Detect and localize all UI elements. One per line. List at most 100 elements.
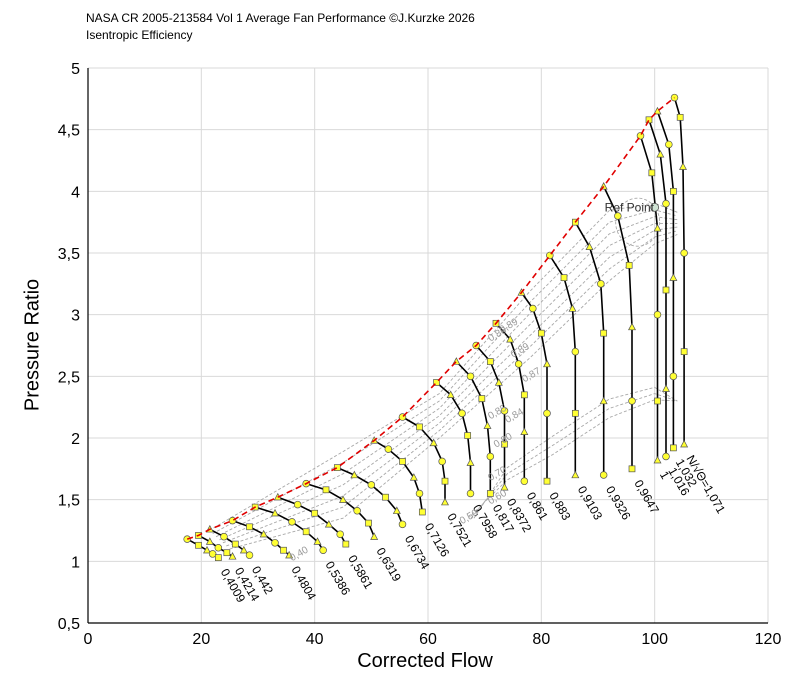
speed-line-marker [571, 347, 580, 356]
speed-line-marker [628, 397, 636, 405]
speed-line-marker [670, 444, 677, 452]
speed-line [602, 186, 633, 469]
speed-line-marker [466, 372, 475, 381]
speed-line-marker [645, 116, 653, 124]
speed-line-marker [416, 423, 423, 431]
speed-line-marker [433, 379, 440, 386]
y-tick-label: 1,5 [58, 493, 80, 510]
speed-line-marker [466, 489, 475, 498]
speed-line-marker [486, 490, 494, 497]
speed-line-marker [520, 391, 528, 399]
speed-line-marker [285, 550, 294, 559]
speed-line-marker [293, 500, 302, 509]
speed-line-marker [280, 546, 287, 554]
y-tick-label: 1 [71, 554, 80, 571]
speed-line-marker [438, 457, 446, 466]
speed-line-marker [568, 304, 577, 312]
x-tick-label: 80 [532, 631, 550, 648]
speed-line-marker [464, 432, 472, 439]
speed-line-marker [384, 445, 393, 453]
speed-line-marker [529, 304, 537, 313]
speed-line-marker [665, 140, 673, 149]
speed-line-marker [662, 384, 670, 392]
y-tick-label: 4,5 [58, 123, 80, 140]
speed-line-marker [302, 528, 310, 536]
speed-line-marker [680, 348, 688, 356]
speed-line [656, 110, 675, 448]
efficiency-label: 0,87 [520, 366, 543, 385]
efficiency-contour [209, 202, 678, 531]
speed-line-marker [220, 532, 228, 541]
speed-line [402, 416, 446, 503]
speed-line-marker [483, 421, 492, 429]
speed-line [495, 322, 526, 482]
speed-line [648, 119, 667, 457]
speed-line-marker [676, 113, 684, 121]
speed-line-marker [319, 546, 327, 554]
speed-line-marker [228, 516, 237, 525]
speed-line-marker [625, 261, 633, 269]
speed-line-marker [336, 530, 344, 538]
x-tick-label: 40 [306, 631, 324, 648]
speed-line-marker [653, 223, 662, 232]
speed-line-marker [339, 495, 347, 503]
speed-line [549, 255, 577, 475]
speed-line-label: 0,883 [546, 490, 573, 523]
speed-line-marker [446, 390, 455, 398]
y-tick-label: 0,5 [58, 616, 80, 633]
y-tick-label: 2 [71, 431, 80, 448]
speed-line-marker [392, 506, 401, 514]
speed-line-marker [466, 458, 475, 466]
speed-line-marker [223, 549, 231, 557]
speed-line-marker [585, 242, 594, 250]
speed-line [673, 97, 685, 445]
speed-line-marker [653, 455, 662, 464]
speed-line-marker [669, 372, 678, 381]
speed-line-marker [614, 212, 622, 220]
y-tick-label: 2,5 [58, 369, 80, 386]
speed-line-marker [600, 329, 608, 337]
speed-line-marker [271, 508, 279, 517]
speed-line-marker [441, 477, 449, 485]
speed-line-marker [458, 409, 466, 418]
speed-line-marker [183, 535, 191, 543]
x-tick-label: 20 [192, 631, 210, 648]
speed-line-marker [231, 540, 239, 548]
speed-line-marker [628, 322, 636, 331]
speed-line-marker [322, 486, 330, 494]
surge-line [186, 96, 675, 540]
efficiency-contour [615, 197, 661, 247]
speed-line-marker [571, 409, 579, 417]
speed-line-marker [537, 329, 545, 337]
y-tick-label: 3,5 [58, 246, 80, 263]
speed-line-marker [399, 458, 406, 465]
efficiency-label: 0,89 [498, 316, 521, 335]
speed-line-marker [245, 551, 254, 559]
speed-line-marker [203, 545, 211, 554]
efficiency-contour [215, 216, 678, 538]
speed-line-marker [365, 519, 372, 527]
efficiency-contour [473, 386, 678, 519]
speed-line-marker [342, 540, 350, 548]
speed-line-marker [669, 273, 678, 281]
speed-line-marker [543, 477, 551, 485]
speed-line-marker [501, 440, 508, 448]
speed-line-marker [653, 310, 662, 319]
speed-line-marker [543, 409, 551, 418]
x-tick-label: 0 [84, 631, 93, 648]
speed-line-marker [429, 438, 438, 447]
speed-line-marker [214, 554, 222, 561]
efficiency-contour [219, 222, 678, 541]
speed-line-marker [628, 465, 636, 473]
speed-line-marker [500, 482, 509, 491]
speed-line-marker [506, 334, 515, 343]
speed-line-marker [486, 358, 494, 365]
speed-line-marker [560, 274, 568, 282]
speed-line-marker [441, 497, 449, 506]
x-tick-label: 60 [419, 631, 437, 648]
speed-line-marker [239, 545, 248, 554]
speed-line-marker [486, 452, 495, 461]
speed-line-marker [680, 439, 689, 448]
speed-line-marker [313, 537, 322, 545]
